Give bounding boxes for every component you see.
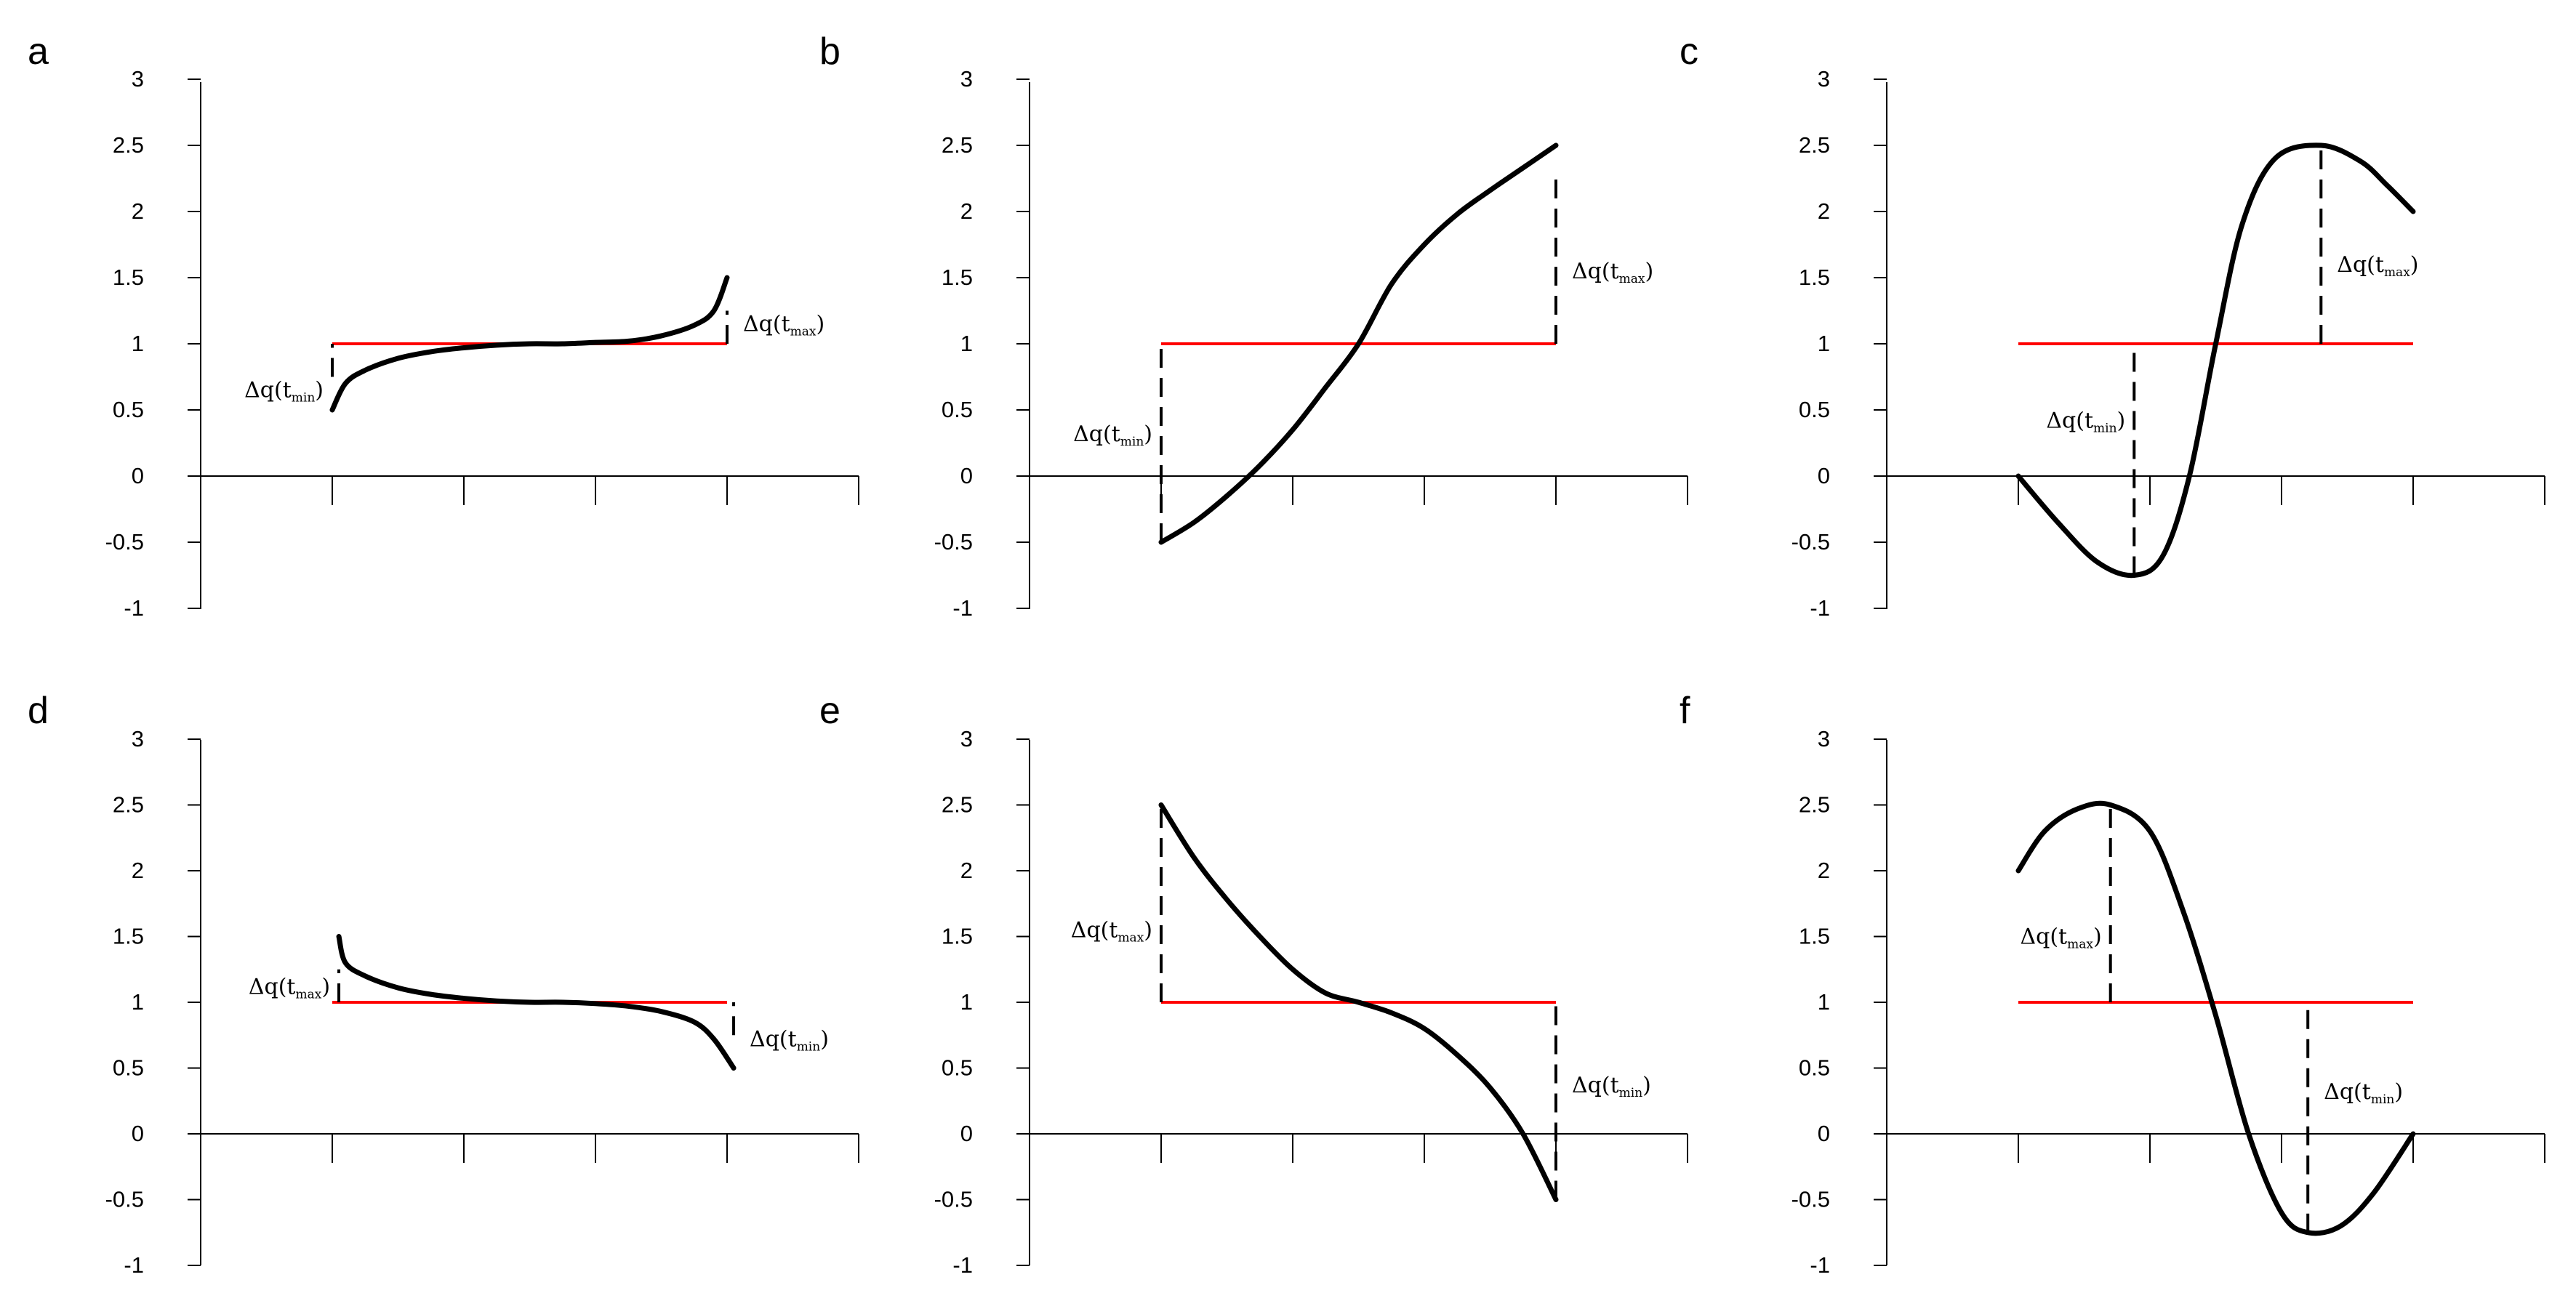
data-curve bbox=[1158, 142, 1559, 545]
y-tick-label: 1.5 bbox=[942, 265, 973, 290]
delta-q-annotation: Δq(tmin) bbox=[1572, 1073, 1651, 1100]
y-tick-label: 3 bbox=[1818, 726, 1830, 752]
y-tick-label: 2 bbox=[132, 198, 144, 224]
y-tick-label: 1.5 bbox=[1799, 924, 1830, 949]
y-tick-label: -0.5 bbox=[105, 529, 144, 555]
chart-panel-c: c 3 2.5 2 1.5 1 0.5 0 -0.5 -1 Δq(tmin) Δq(tmax) bbox=[1680, 31, 2545, 621]
y-tick-label: 1 bbox=[1818, 331, 1830, 356]
y-tick-label: 0 bbox=[1818, 463, 1830, 488]
y-tick-label: 2 bbox=[960, 198, 973, 224]
y-tick-label: -1 bbox=[952, 595, 973, 621]
y-tick-label: 1.5 bbox=[113, 265, 144, 290]
y-tick-label: 2.5 bbox=[1799, 792, 1830, 818]
delta-q-annotation: Δq(tmax) bbox=[2337, 252, 2418, 280]
y-tick-label: -1 bbox=[124, 1252, 144, 1278]
delta-q-annotation: Δq(tmin) bbox=[750, 1027, 829, 1055]
y-tick-label: -0.5 bbox=[934, 529, 973, 555]
delta-q-annotation: Δq(tmax) bbox=[1071, 917, 1152, 945]
y-tick-label: 1.5 bbox=[1799, 265, 1830, 290]
y-tick-label: 0 bbox=[132, 1121, 144, 1146]
panel-label: b bbox=[819, 31, 840, 73]
delta-q-annotation: Δq(tmax) bbox=[1572, 259, 1653, 286]
y-tick-label: 0.5 bbox=[942, 397, 973, 422]
data-curve bbox=[2015, 142, 2416, 579]
y-tick-label: 3 bbox=[960, 66, 973, 92]
panel-label: a bbox=[28, 31, 49, 73]
y-tick-label: -1 bbox=[1810, 1252, 1830, 1278]
y-tick-label: 0.5 bbox=[1799, 397, 1830, 422]
y-tick-label: -1 bbox=[124, 595, 144, 621]
y-tick-label: 0 bbox=[1818, 1121, 1830, 1146]
chart-panel-b: b 3 2.5 2 1.5 1 0.5 0 -0.5 -1 Δq(tmin) Δq(tmax) bbox=[819, 31, 1688, 621]
delta-q-annotation: Δq(tmax) bbox=[249, 974, 330, 1002]
y-tick-label: 3 bbox=[132, 66, 144, 92]
y-tick-label: 1.5 bbox=[113, 924, 144, 949]
y-tick-label: 2 bbox=[1818, 858, 1830, 883]
y-tick-label: 0.5 bbox=[1799, 1055, 1830, 1081]
y-tick-label: -0.5 bbox=[105, 1187, 144, 1212]
panel-label: f bbox=[1680, 690, 1690, 732]
delta-q-annotation: Δq(tmin) bbox=[2324, 1079, 2403, 1107]
panel-label: d bbox=[28, 690, 49, 732]
chart-panel-f: f 3 2.5 2 1.5 1 0.5 0 -0.5 -1 Δq(tmax) Δq(tmin) bbox=[1680, 690, 2545, 1278]
y-tick-label: 3 bbox=[1818, 66, 1830, 92]
y-tick-label: -0.5 bbox=[934, 1187, 973, 1212]
y-tick-label: 1 bbox=[960, 331, 973, 356]
y-tick-label: 0.5 bbox=[113, 1055, 144, 1081]
y-tick-label: 2.5 bbox=[113, 132, 144, 158]
y-tick-label: 2.5 bbox=[1799, 132, 1830, 158]
y-tick-label: 0 bbox=[132, 463, 144, 488]
data-curve bbox=[1158, 802, 1559, 1202]
y-tick-label: 3 bbox=[132, 726, 144, 752]
y-tick-label: 2.5 bbox=[113, 792, 144, 818]
y-tick-label: 0 bbox=[960, 1121, 973, 1146]
y-tick-label: 2.5 bbox=[942, 792, 973, 818]
y-tick-label: 1 bbox=[132, 331, 144, 356]
y-tick-label: -1 bbox=[952, 1252, 973, 1278]
delta-q-annotation: Δq(tmax) bbox=[743, 312, 824, 339]
panel-label: c bbox=[1680, 31, 1698, 73]
y-tick-label: 0 bbox=[960, 463, 973, 488]
y-tick-label: 1 bbox=[1818, 989, 1830, 1015]
data-curve bbox=[336, 934, 737, 1071]
data-curve bbox=[329, 275, 730, 413]
y-tick-label: 0.5 bbox=[113, 397, 144, 422]
chart-panel-a: a 3 2.5 2 1.5 1 0.5 0 -0.5 -1 Δq(tmin) Δq(tmax) bbox=[28, 31, 859, 621]
y-tick-label: -0.5 bbox=[1791, 1187, 1830, 1212]
data-curve bbox=[2015, 800, 2416, 1236]
delta-q-annotation: Δq(tmin) bbox=[244, 378, 324, 406]
panel-label: e bbox=[819, 690, 840, 732]
delta-q-annotation: Δq(tmax) bbox=[2020, 925, 2101, 952]
chart-panel-e: e 3 2.5 2 1.5 1 0.5 0 -0.5 -1 Δq(tmax) Δq(tmin) bbox=[819, 690, 1688, 1278]
y-tick-label: -1 bbox=[1810, 595, 1830, 621]
y-tick-label: 1.5 bbox=[942, 924, 973, 949]
y-tick-label: 1 bbox=[132, 989, 144, 1015]
y-tick-label: 2 bbox=[132, 858, 144, 883]
y-tick-label: 0.5 bbox=[942, 1055, 973, 1081]
y-tick-label: 2 bbox=[1818, 198, 1830, 224]
y-tick-label: 3 bbox=[960, 726, 973, 752]
chart-panel-d: d 3 2.5 2 1.5 1 0.5 0 -0.5 -1 Δq(tmax) Δq(tmin) bbox=[28, 690, 859, 1278]
y-tick-label: -0.5 bbox=[1791, 529, 1830, 555]
y-tick-label: 1 bbox=[960, 989, 973, 1015]
delta-q-annotation: Δq(tmin) bbox=[2046, 408, 2125, 436]
y-tick-label: 2 bbox=[960, 858, 973, 883]
delta-q-annotation: Δq(tmin) bbox=[1073, 422, 1152, 449]
y-tick-label: 2.5 bbox=[942, 132, 973, 158]
